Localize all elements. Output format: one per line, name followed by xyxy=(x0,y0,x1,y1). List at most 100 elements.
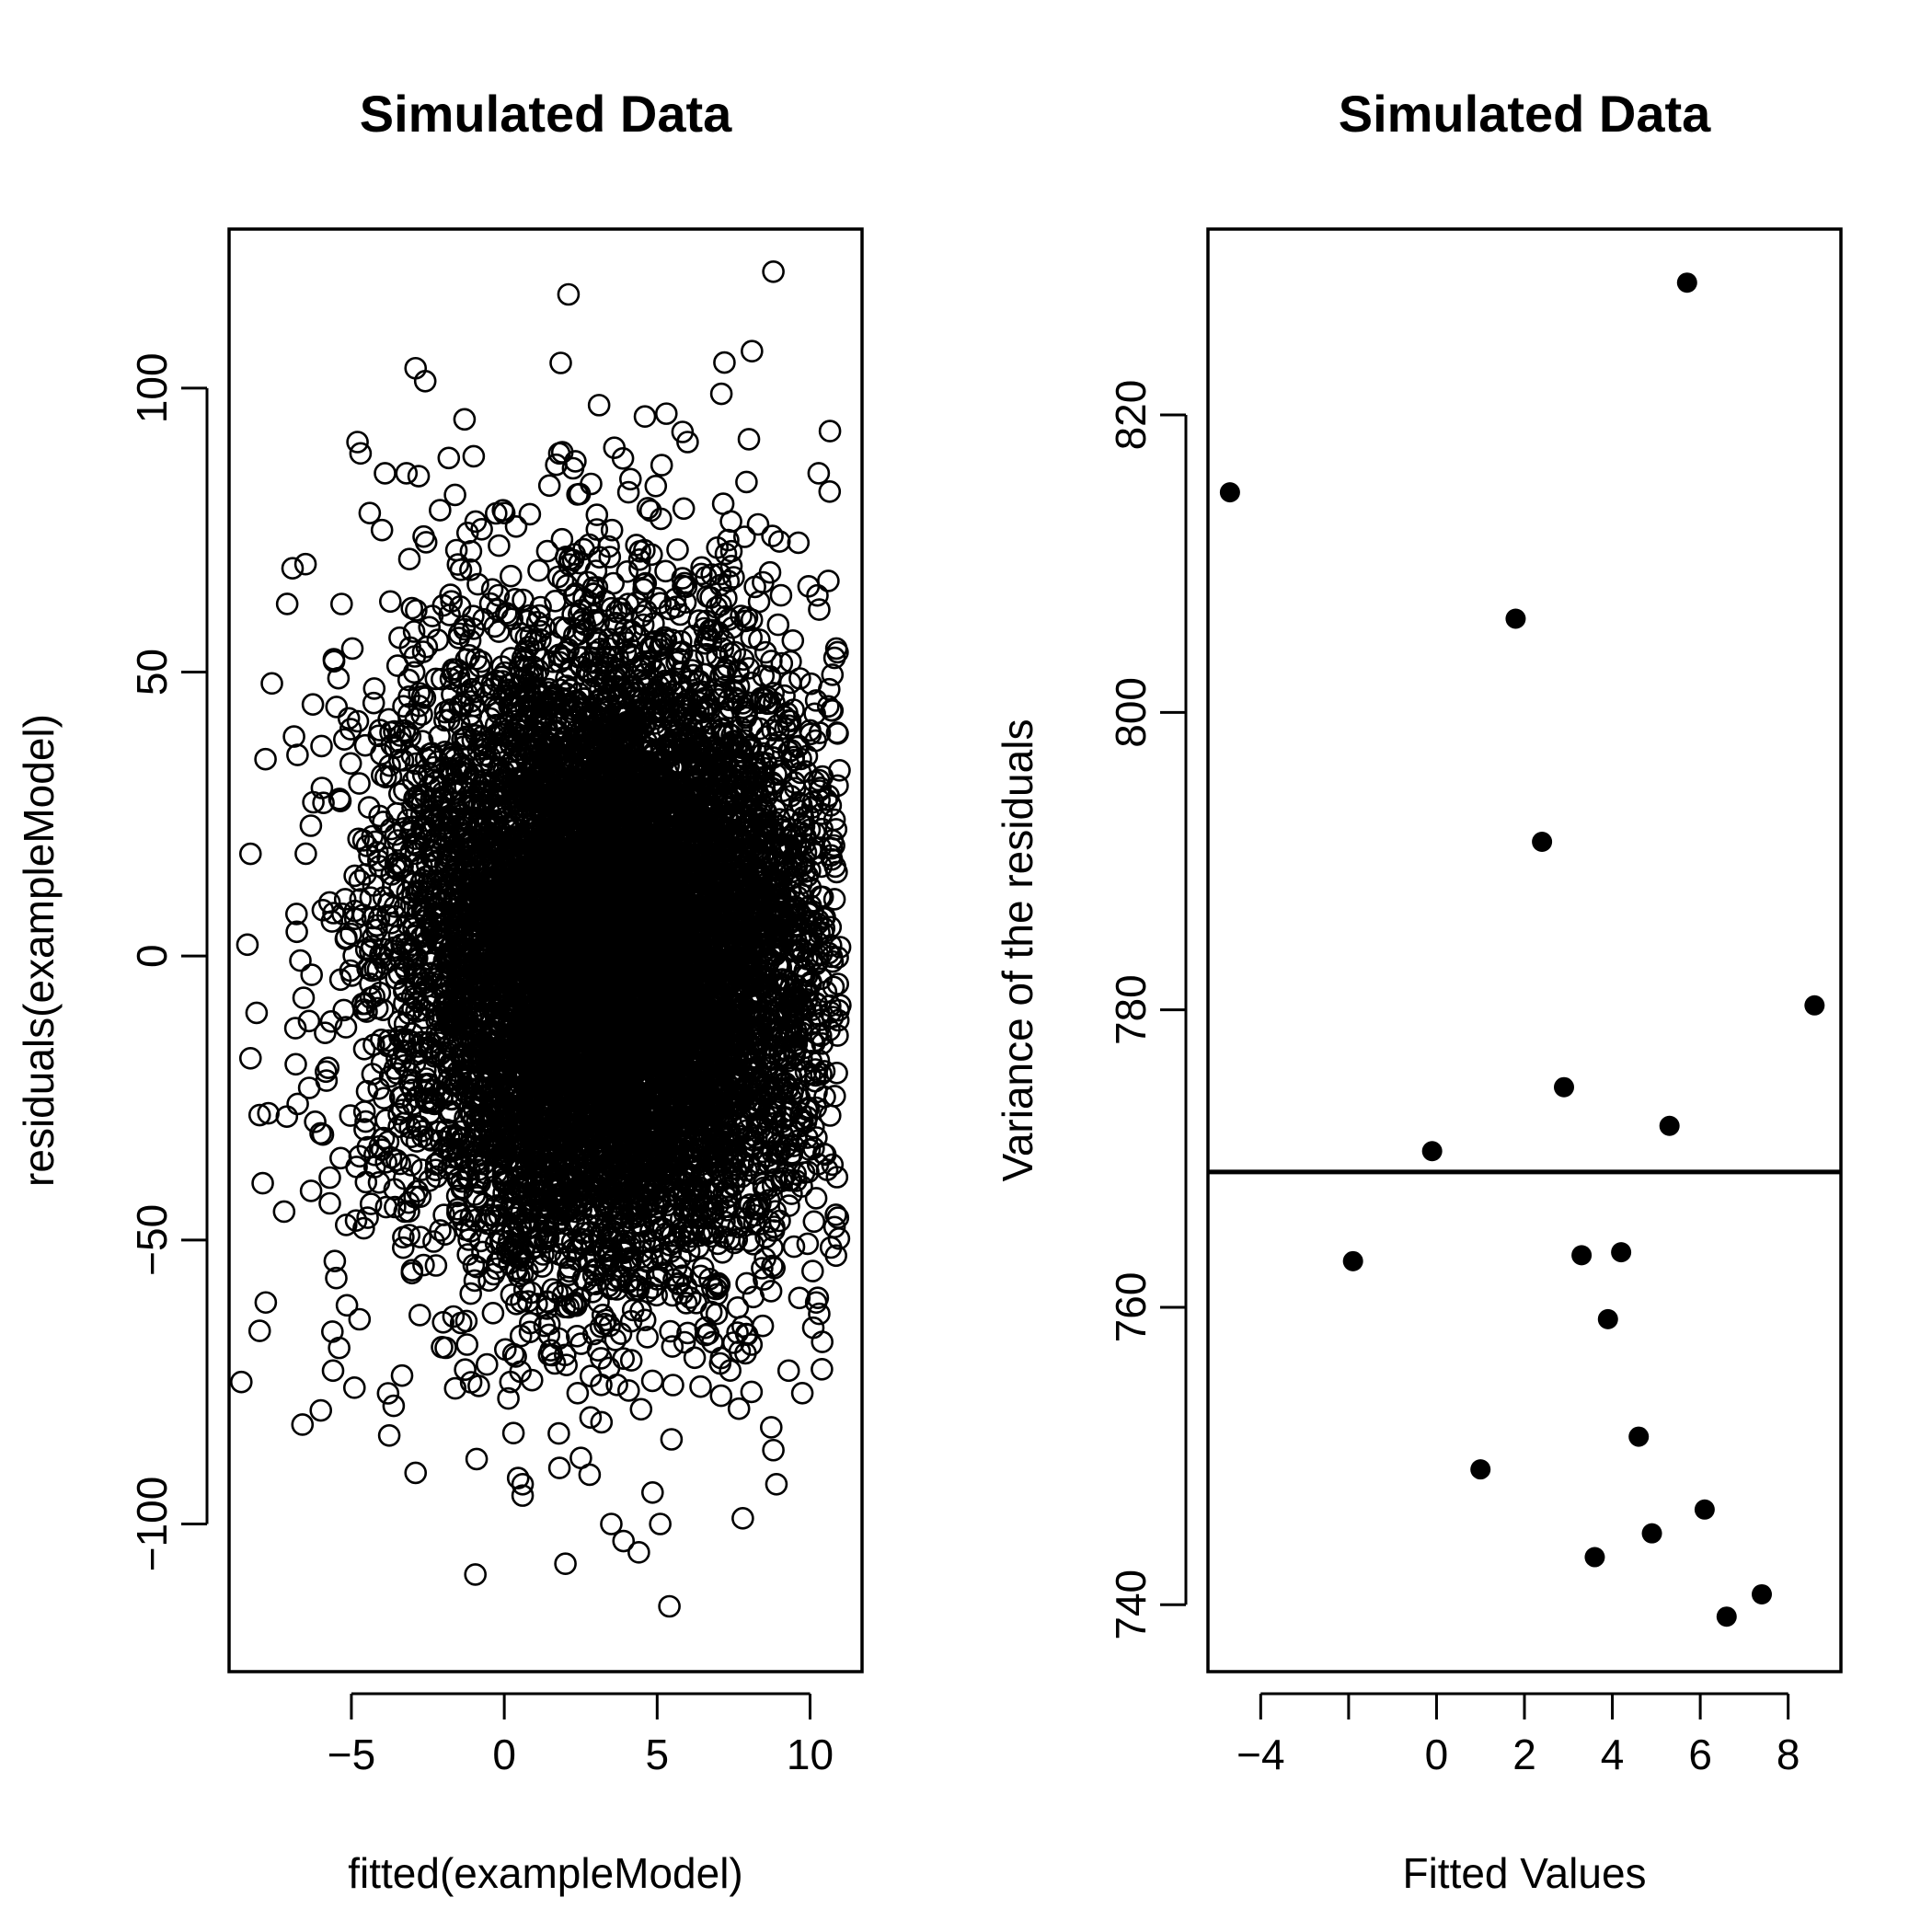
residual-point xyxy=(300,963,324,986)
residual-point xyxy=(661,1374,684,1397)
residual-point xyxy=(518,1320,542,1344)
residual-point xyxy=(454,1309,478,1333)
residual-point xyxy=(459,558,482,581)
left-chart-title: Simulated Data xyxy=(360,85,732,143)
residual-point xyxy=(353,1118,376,1141)
residual-point xyxy=(334,1213,358,1236)
residual-point xyxy=(312,791,335,815)
residual-point xyxy=(600,518,624,542)
residual-point xyxy=(459,1371,483,1394)
residual-point xyxy=(310,734,333,758)
residual-point xyxy=(284,1052,307,1076)
residual-point xyxy=(289,949,312,972)
residual-point xyxy=(823,855,847,879)
residual-point xyxy=(630,604,654,627)
residual-point xyxy=(644,474,668,498)
residual-point xyxy=(323,1249,347,1272)
residual-point xyxy=(352,1216,375,1240)
residual-point xyxy=(709,1384,733,1408)
residual-point xyxy=(660,1428,684,1451)
residual-point xyxy=(598,546,622,569)
residual-point xyxy=(362,1144,386,1167)
residual-point xyxy=(782,698,805,721)
residual-point xyxy=(299,814,323,837)
residual-point xyxy=(770,651,794,675)
residual-point xyxy=(547,1243,571,1266)
residual-point xyxy=(431,1311,455,1334)
residual-point xyxy=(640,1369,664,1393)
residual-point xyxy=(735,470,758,494)
residual-point xyxy=(821,663,845,686)
residual-point xyxy=(550,527,574,551)
residual-point xyxy=(751,1257,774,1280)
residual-point xyxy=(286,1092,309,1116)
residual-point xyxy=(795,1098,819,1121)
residual-point xyxy=(535,539,559,563)
residual-point xyxy=(411,640,435,663)
residual-point xyxy=(597,535,620,558)
residual-point xyxy=(370,1138,394,1161)
residual-point xyxy=(604,1328,627,1351)
residual-point xyxy=(817,569,840,592)
residual-point xyxy=(816,695,840,719)
residual-point xyxy=(800,1259,824,1282)
left-points-layer xyxy=(229,259,852,1618)
residual-point xyxy=(391,1236,415,1259)
residual-point xyxy=(480,578,504,602)
residual-point xyxy=(339,752,362,776)
residual-point xyxy=(275,1105,299,1128)
residual-point xyxy=(640,1481,664,1504)
residual-point xyxy=(397,547,421,571)
residual-point xyxy=(782,1235,806,1259)
residual-point xyxy=(316,1056,340,1079)
residual-point xyxy=(402,620,426,643)
residual-point xyxy=(382,1394,406,1418)
residual-point xyxy=(343,907,367,931)
residual-point xyxy=(464,510,488,534)
residual-point xyxy=(348,1307,372,1331)
residual-point xyxy=(302,790,325,814)
residual-point xyxy=(752,1176,776,1200)
residual-point xyxy=(383,1178,407,1202)
residual-point xyxy=(429,1219,452,1242)
residual-point xyxy=(327,666,351,690)
residual-point xyxy=(551,569,575,592)
residual-point xyxy=(281,557,305,581)
residual-point xyxy=(342,944,365,968)
residual-point xyxy=(408,1304,431,1327)
residual-point xyxy=(367,1171,391,1194)
residual-point xyxy=(424,1254,448,1277)
residual-point xyxy=(343,864,366,888)
residual-point xyxy=(410,703,433,727)
residual-point xyxy=(475,1352,499,1376)
residual-point xyxy=(811,1358,834,1381)
residual-point xyxy=(362,677,386,700)
residual-point xyxy=(408,1225,432,1248)
residual-point xyxy=(459,1282,483,1305)
residual-point xyxy=(761,524,784,547)
residual-point xyxy=(374,1195,398,1219)
residual-point xyxy=(796,1232,820,1256)
residual-point xyxy=(605,1374,628,1397)
residual-point xyxy=(325,696,349,719)
residual-point xyxy=(735,1271,758,1295)
residual-point xyxy=(403,1185,427,1209)
residual-point xyxy=(437,446,461,470)
residual-point xyxy=(821,698,845,722)
residual-point xyxy=(582,604,605,627)
residual-point xyxy=(385,654,409,677)
residual-point xyxy=(722,566,745,589)
residual-point xyxy=(399,1154,423,1177)
residual-point xyxy=(566,1382,590,1405)
residual-point xyxy=(678,1286,702,1309)
residual-point xyxy=(585,503,609,526)
residual-point xyxy=(636,1326,660,1349)
residual-point xyxy=(464,1563,488,1586)
residual-point xyxy=(591,1304,615,1327)
residual-point xyxy=(318,1166,341,1190)
residual-point xyxy=(414,531,438,554)
residual-point xyxy=(405,1000,428,1023)
residual-point xyxy=(390,1363,414,1387)
